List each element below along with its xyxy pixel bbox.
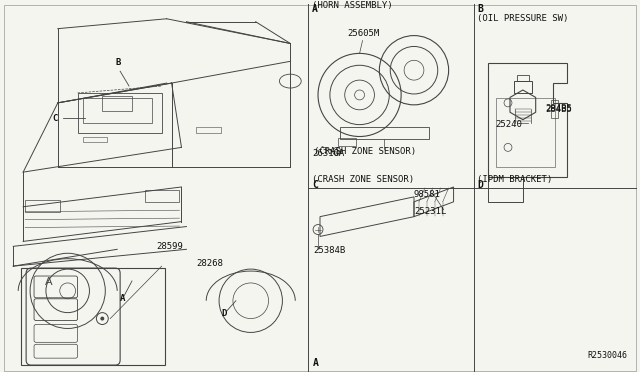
Text: 284B5: 284B5 xyxy=(545,104,572,113)
Bar xyxy=(25,200,60,212)
Text: A: A xyxy=(313,358,319,368)
Text: 25605M: 25605M xyxy=(348,29,380,38)
Bar xyxy=(102,96,132,111)
Text: D: D xyxy=(221,309,227,318)
Text: C: C xyxy=(312,180,318,190)
Text: 25240: 25240 xyxy=(495,120,522,129)
Bar xyxy=(77,93,162,132)
Text: B: B xyxy=(115,58,120,67)
Text: C: C xyxy=(53,114,58,123)
Text: D: D xyxy=(477,180,483,190)
Bar xyxy=(550,100,559,118)
Text: (CRASH ZONE SENSOR): (CRASH ZONE SENSOR) xyxy=(314,147,416,156)
Circle shape xyxy=(100,317,104,321)
Text: (IPDM BRACKET): (IPDM BRACKET) xyxy=(477,175,552,184)
Text: A: A xyxy=(312,4,318,14)
Text: 28268: 28268 xyxy=(196,259,223,268)
Text: (OIL PRESSURE SW): (OIL PRESSURE SW) xyxy=(477,14,569,23)
Text: 284B5: 284B5 xyxy=(545,105,572,114)
Bar xyxy=(496,98,556,167)
Text: 25231L: 25231L xyxy=(414,207,446,216)
Text: B: B xyxy=(477,4,483,14)
Text: A: A xyxy=(45,277,52,287)
Bar xyxy=(21,268,164,365)
Bar xyxy=(517,75,529,81)
Bar xyxy=(145,190,179,202)
Text: 98581: 98581 xyxy=(414,190,441,199)
Text: R2530046: R2530046 xyxy=(587,351,627,360)
Text: 28599: 28599 xyxy=(157,242,184,251)
Bar xyxy=(338,138,356,147)
Text: (CRASH ZONE SENSOR): (CRASH ZONE SENSOR) xyxy=(312,175,414,184)
Text: (HORN ASSEMBLY): (HORN ASSEMBLY) xyxy=(312,1,393,10)
Bar xyxy=(83,98,152,123)
Text: A: A xyxy=(120,294,125,303)
Text: 25384B: 25384B xyxy=(313,246,346,255)
Bar xyxy=(196,126,221,132)
Bar xyxy=(514,81,532,93)
Bar xyxy=(83,137,108,142)
Text: 26310A: 26310A xyxy=(312,149,344,158)
